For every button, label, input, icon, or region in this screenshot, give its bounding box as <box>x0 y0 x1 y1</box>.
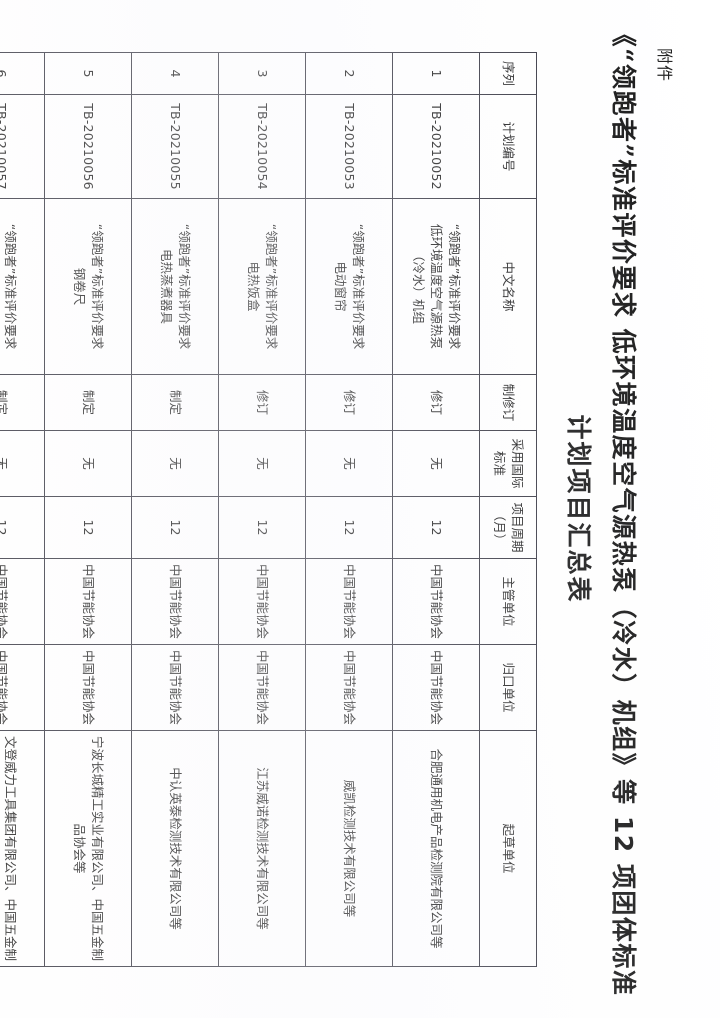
page-title-number: 12 <box>609 815 638 854</box>
cell-project-period: 12 <box>44 496 132 559</box>
column-header-seq: 序列 <box>479 52 537 95</box>
cell-owning-unit: 中国节能协会 <box>392 644 480 731</box>
page-subtitle: 计划项目汇总表 <box>564 414 593 604</box>
cell-administrative-unit: 中国节能协会 <box>218 558 306 645</box>
cell-seq: 1 <box>392 52 480 95</box>
cell-international-standard: 无 <box>305 430 393 497</box>
chinese-name-line: 低环境温度空气源热泵 <box>429 223 445 349</box>
chinese-name-line: “领跑者”标准评价要求 <box>447 223 463 350</box>
cell-international-standard: 无 <box>44 430 132 497</box>
cell-drafting-unit: 江苏威诺检测技术有限公司等 <box>218 730 306 967</box>
cell-seq: 3 <box>218 52 306 95</box>
cell-seq: 2 <box>305 52 393 95</box>
column-header-intl: 采用国际标准 <box>479 430 537 497</box>
cell-owning-unit: 中国节能协会 <box>218 644 306 731</box>
cell-chinese-name: “领跑者”标准评价要求 低环境温度空气源热泵 （冷水）机组 <box>392 198 480 375</box>
page-title: 《“领跑者”标准评价要求 低环境温度空气源热泵（冷水）机组》等 12 项团体标准 <box>603 0 642 1018</box>
chinese-name-line: “领跑者”标准评价要求 <box>264 223 280 350</box>
cell-administrative-unit: 中国节能协会 <box>0 558 45 645</box>
cell-owning-unit: 中国节能协会 <box>305 644 393 731</box>
table-row: 6TB-20210057“领跑者”标准评价要求活扳手制定无12中国节能协会中国节… <box>0 52 45 967</box>
cell-administrative-unit: 中国节能协会 <box>44 558 132 645</box>
attachment-label: 附件 <box>655 48 674 83</box>
cell-drafting-unit: 中认英泰检测技术有限公司等 <box>131 730 219 967</box>
plan-table-wrapper: 序列 计划编号 中文名称 制修订 采用国际标准 项目周期（月） 主管单位 归口单… <box>0 52 537 967</box>
table-row: 4 TB-20210055 “领跑者”标准评价要求 电热蒸煮器具 制定无 12 中国节能协会… <box>131 52 219 967</box>
chinese-name-line: “领跑者”标准评价要求 <box>90 223 106 350</box>
cell-administrative-unit: 中国节能协会 <box>392 558 480 645</box>
cell-project-period: 12 <box>305 496 393 559</box>
cell-drafting-unit: 合肥通用机电产品检测院有限公司等 <box>392 730 480 967</box>
column-header-period: 项目周期（月） <box>479 496 537 559</box>
chinese-name-line: 电热蒸煮器具 <box>159 248 174 324</box>
chinese-name-line: “领跑者”标准评价要求 <box>351 223 367 350</box>
cell-chinese-name: “领跑者”标准评价要求 电动窗帘 <box>305 198 393 375</box>
cell-owning-unit: 中国节能协会 <box>44 644 132 731</box>
cell-project-period: 12 <box>131 496 219 559</box>
cell-project-period: 12 <box>392 496 480 559</box>
cell-international-standard: 无 <box>0 430 45 497</box>
cell-plan-code: TB-20210054 <box>218 94 306 199</box>
cell-seq: 4 <box>131 52 219 95</box>
cell-revision-type: 制定 <box>131 374 219 431</box>
cell-project-period: 12 <box>0 496 45 559</box>
chinese-name-line: 电热饭盒 <box>246 261 261 312</box>
page-title-prefix: 《“领跑者”标准评价要求 低环境温度空气源热泵（冷水）机组》等 <box>609 21 638 816</box>
cell-plan-code: TB-20210055 <box>131 94 219 199</box>
cell-plan-code: TB-20210057 <box>0 94 45 199</box>
cell-owning-unit: 中国节能协会 <box>131 644 219 731</box>
table-row: 3 TB-20210054 “领跑者”标准评价要求 电热饭盒 修订无 12 中国节能协会 中国… <box>218 52 306 967</box>
column-header-code: 计划编号 <box>479 94 537 199</box>
plan-summary-table: 序列 计划编号 中文名称 制修订 采用国际标准 项目周期（月） 主管单位 归口单… <box>0 52 537 967</box>
cell-international-standard: 无 <box>392 430 480 497</box>
cell-chinese-name: “领跑者”标准评价要求活扳手 <box>0 198 45 375</box>
chinese-name-line: “领跑者”标准评价要求 <box>177 223 193 350</box>
cell-revision-type: 制定 <box>0 374 45 431</box>
cell-owning-unit: 中国节能协会 <box>0 644 45 731</box>
chinese-name-line: 电动窗帘 <box>333 261 348 312</box>
cell-international-standard: 无 <box>218 430 306 497</box>
cell-drafting-unit: 宁波长城精工实业有限公司、中国五金制品协会等 <box>44 730 132 967</box>
cell-drafting-unit: 威凯检测技术有限公司等 <box>305 730 393 967</box>
cell-international-standard: 无 <box>131 430 219 497</box>
cell-administrative-unit: 中国节能协会 <box>305 558 393 645</box>
table-row: 1 TB-20210052 “领跑者”标准评价要求 低环境温度空气源热泵 （冷水）机组修… <box>392 52 480 967</box>
cell-plan-code: TB-20210053 <box>305 94 393 199</box>
cell-seq: 6 <box>0 52 45 95</box>
cell-revision-type: 修订 <box>392 374 480 431</box>
cell-chinese-name: “领跑者”标准评价要求 电热饭盒 <box>218 198 306 375</box>
cell-revision-type: 制定 <box>44 374 132 431</box>
table-row: 2 TB-20210053 “领跑者”标准评价要求 电动窗帘 修订无 12 中国节能协会 中国… <box>305 52 393 967</box>
column-header-type: 制修订 <box>479 374 537 431</box>
cell-drafting-unit: 文登威力工具集团有限公司、中国五金制品协会等 <box>0 730 45 967</box>
cell-revision-type: 修订 <box>305 374 393 431</box>
column-header-draft: 起草单位 <box>479 730 537 967</box>
cell-plan-code: TB-20210052 <box>392 94 480 199</box>
cell-chinese-name: “领跑者”标准评价要求 电热蒸煮器具 <box>131 198 219 375</box>
chinese-name-line: “领跑者”标准评价要求 <box>3 223 19 350</box>
cell-chinese-name: “领跑者”标准评价要求 钢卷尺 <box>44 198 132 375</box>
page-title-suffix: 项团体标准 <box>609 853 638 997</box>
column-header-owner: 归口单位 <box>479 644 537 731</box>
cell-plan-code: TB-20210056 <box>44 94 132 199</box>
cell-administrative-unit: 中国节能协会 <box>131 558 219 645</box>
chinese-name-line: （冷水）机组 <box>410 248 426 324</box>
column-header-admin: 主管单位 <box>479 558 537 645</box>
chinese-name-line: 钢卷尺 <box>72 267 87 306</box>
table-header-row: 序列 计划编号 中文名称 制修订 采用国际标准 项目周期（月） 主管单位 归口单… <box>479 52 537 967</box>
cell-seq: 5 <box>44 52 132 95</box>
cell-revision-type: 修订 <box>218 374 306 431</box>
plan-table-body: 1 TB-20210052 “领跑者”标准评价要求 低环境温度空气源热泵 （冷水）机组修… <box>0 52 480 967</box>
cell-project-period: 12 <box>218 496 306 559</box>
table-row: 5 TB-20210056 “领跑者”标准评价要求 钢卷尺 制定无 12 中国节能协会 中国节… <box>44 52 132 967</box>
column-header-name: 中文名称 <box>479 198 537 375</box>
